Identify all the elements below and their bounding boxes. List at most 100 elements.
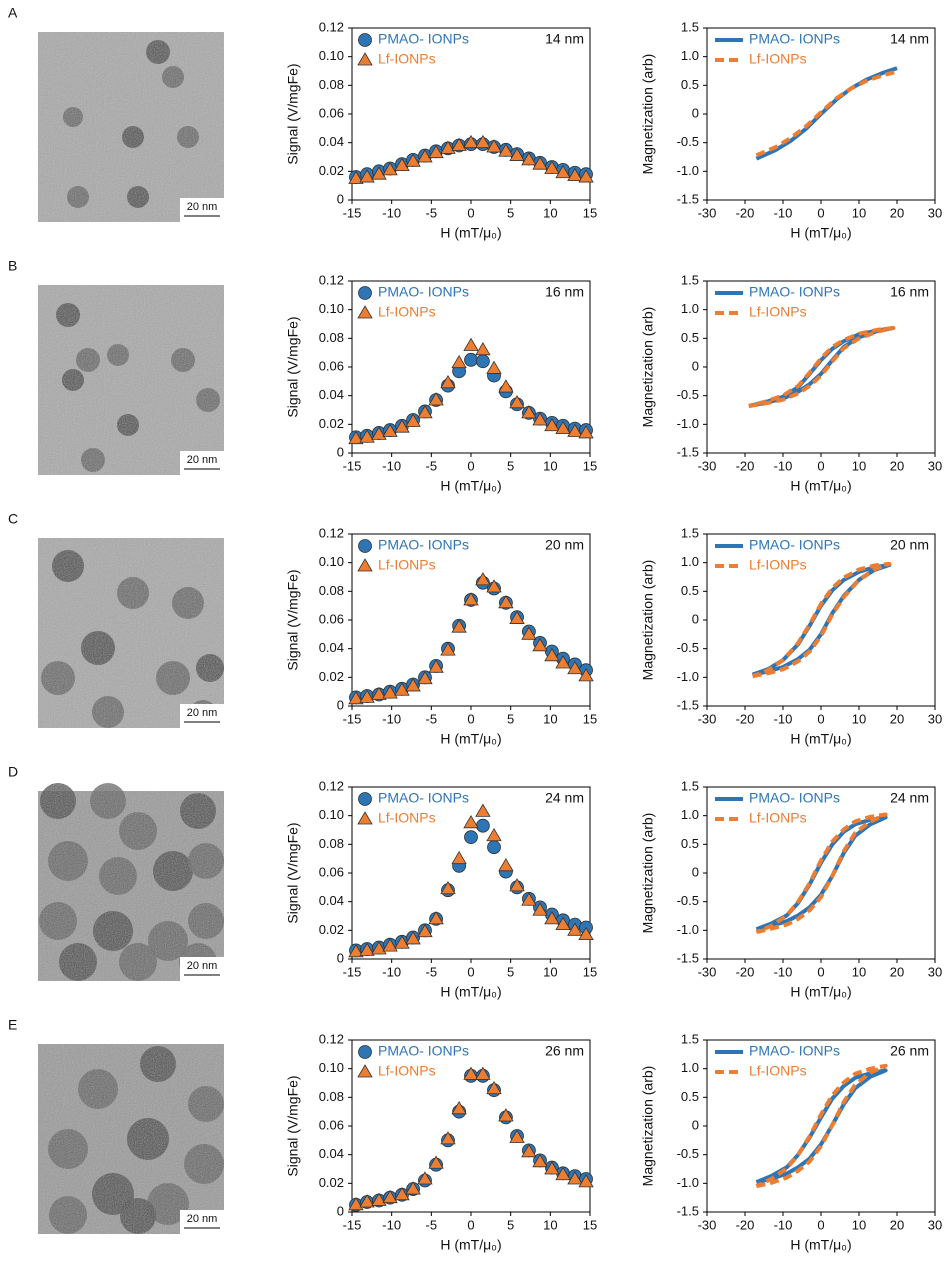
data-point (405, 1181, 421, 1195)
y-tick-label: 0.10 (319, 48, 344, 63)
nanoparticle (63, 107, 83, 127)
data-point (486, 579, 502, 593)
data-line (751, 562, 892, 677)
data-point (532, 156, 548, 170)
data-point (451, 137, 467, 151)
y-tick-label: -0.5 (677, 893, 699, 908)
legend-label: PMAO- IONPs (378, 790, 469, 806)
plot-frame (706, 786, 936, 960)
data-point (521, 892, 537, 906)
data-point (555, 655, 571, 669)
data-point (486, 827, 502, 842)
annotation: 20 nm (545, 537, 584, 553)
legend-label: Lf-IONPs (378, 557, 436, 573)
y-tick-label: 0.06 (319, 105, 344, 120)
x-tick-label: -10 (382, 711, 401, 726)
y-tick-label: 0.08 (319, 836, 344, 851)
nanoparticle (172, 587, 204, 619)
x-tick-label: 0 (467, 1217, 474, 1232)
nanoparticle (120, 1198, 156, 1234)
data-point (509, 147, 525, 161)
y-tick-label: 0 (692, 864, 699, 879)
scale-bar-box (180, 1210, 224, 1234)
x-tick-label: -20 (736, 458, 755, 473)
data-point (521, 152, 537, 166)
nanoparticle (81, 631, 115, 665)
y-tick-label: 0.04 (319, 134, 344, 149)
legend-marker (358, 286, 372, 300)
scale-bar-box (180, 451, 224, 475)
nanoparticle (156, 661, 190, 695)
data-point (382, 423, 398, 437)
data-point (486, 360, 502, 374)
data-point (359, 942, 375, 956)
y-tick-label: 0 (337, 444, 344, 459)
y-tick-label: 0.04 (319, 640, 344, 655)
scale-bar-label: 20 nm (187, 1213, 218, 1225)
panel-label: B (8, 258, 17, 274)
x-tick-label: 10 (543, 458, 557, 473)
y-tick-label: -1.5 (677, 191, 699, 206)
y-tick-label: -1.0 (677, 416, 699, 431)
x-axis-title: H (mT/μ₀) (790, 731, 851, 747)
nanoparticle (67, 186, 89, 208)
nanoparticle (148, 921, 188, 961)
data-point (451, 354, 467, 369)
data-point (532, 1154, 548, 1168)
y-axis-title: Magnetization (arb) (640, 560, 656, 681)
data-point (463, 337, 479, 351)
y-axis-title: Signal (V/mgFe) (285, 569, 301, 670)
data-point (578, 1174, 594, 1188)
y-tick-label: 1.5 (681, 272, 699, 287)
data-line (755, 66, 898, 161)
annotation: 16 nm (890, 284, 929, 300)
y-tick-label: 0 (692, 358, 699, 373)
nanoparticle (122, 126, 144, 148)
data-point (464, 830, 478, 845)
scale-bar-label: 20 nm (187, 201, 218, 213)
nanoparticle (48, 841, 88, 881)
x-tick-label: 5 (507, 205, 514, 220)
x-tick-label: -30 (698, 964, 717, 979)
x-tick-label: 5 (507, 458, 514, 473)
y-axis-title: Magnetization (arb) (640, 813, 656, 934)
x-tick-label: 0 (467, 458, 474, 473)
data-point (371, 426, 387, 440)
data-point (440, 880, 456, 895)
data-point (567, 922, 583, 936)
x-tick-label: -10 (774, 711, 793, 726)
y-tick-label: 0.10 (319, 301, 344, 316)
y-tick-label: -1.5 (677, 697, 699, 712)
data-point (544, 417, 560, 432)
x-tick-label: -30 (698, 205, 717, 220)
y-tick-label: -0.5 (677, 134, 699, 149)
x-tick-label: -10 (382, 458, 401, 473)
y-axis-title: Magnetization (arb) (640, 54, 656, 175)
y-tick-label: 0.02 (319, 1175, 344, 1190)
nanoparticle (153, 851, 193, 891)
legend-label: PMAO- IONPs (749, 284, 840, 300)
data-point (578, 169, 594, 183)
nanoparticle (196, 654, 224, 682)
annotation: 26 nm (890, 1043, 929, 1059)
nanoparticle (40, 783, 76, 819)
nanoparticle (180, 793, 216, 829)
y-axis-title: Magnetization (arb) (640, 307, 656, 428)
data-point (509, 878, 525, 892)
y-tick-label: 0.06 (319, 358, 344, 373)
data-point (555, 916, 571, 930)
y-tick-label: -1.5 (677, 444, 699, 459)
x-tick-label: 30 (928, 711, 942, 726)
x-tick-label: 15 (583, 964, 597, 979)
x-tick-label: 5 (507, 964, 514, 979)
y-tick-label: 0.06 (319, 864, 344, 879)
y-tick-label: -1.0 (677, 1175, 699, 1190)
y-tick-label: 0.08 (319, 1089, 344, 1104)
y-tick-label: 1.5 (681, 1031, 699, 1046)
scale-bar-label: 20 nm (187, 454, 218, 466)
y-tick-label: 0.06 (319, 611, 344, 626)
nanoparticle (184, 1144, 224, 1184)
legend-label: PMAO- IONPs (749, 1043, 840, 1059)
nanoparticle (117, 414, 139, 436)
y-tick-label: 0.08 (319, 583, 344, 598)
